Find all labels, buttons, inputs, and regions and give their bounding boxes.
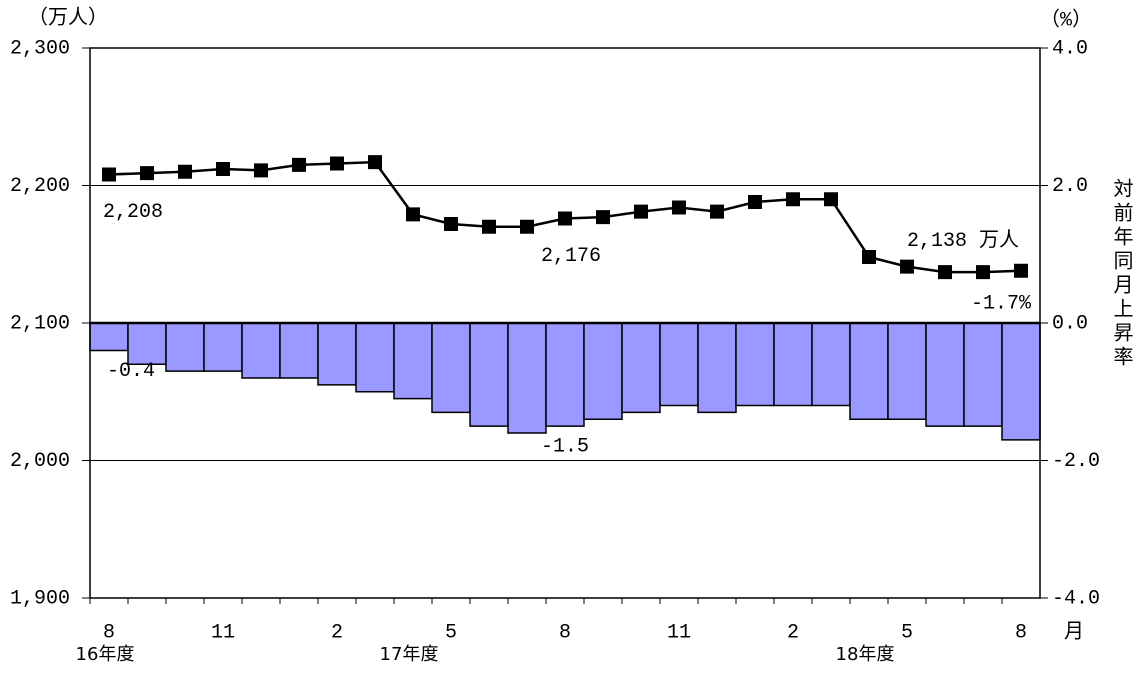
x-tick-label: 11 <box>211 621 235 644</box>
bar-value-label: -1.5 <box>541 435 589 458</box>
x-tick-label: 8 <box>559 621 571 644</box>
line-marker <box>140 166 154 181</box>
x-tick-label: 2 <box>331 621 343 644</box>
line-marker <box>596 210 610 225</box>
y2-tick-label: -4.0 <box>1052 587 1100 610</box>
bar <box>583 322 623 420</box>
bar <box>697 322 737 414</box>
line-marker <box>938 265 952 280</box>
fiscal-year-label: 17年度 <box>380 644 439 665</box>
bar <box>165 322 205 372</box>
y-tick-label: 1,900 <box>10 587 70 610</box>
line-marker <box>862 250 876 264</box>
line-marker <box>520 219 534 234</box>
line-marker <box>330 156 344 171</box>
fiscal-year-label: 16年度 <box>76 644 135 665</box>
x-tick-label: 2 <box>787 621 799 644</box>
bar <box>659 322 699 407</box>
bar <box>1001 322 1041 441</box>
bar <box>241 322 281 379</box>
line-marker <box>558 211 572 226</box>
bar <box>203 322 243 372</box>
line-marker <box>824 192 838 207</box>
bar <box>735 322 775 407</box>
line-marker <box>254 163 268 178</box>
line-marker <box>900 259 914 274</box>
x-tick-label: 8 <box>103 621 115 644</box>
y-tick-label: 2,100 <box>10 312 70 335</box>
x-tick-label: 5 <box>901 621 913 644</box>
bar <box>545 322 585 427</box>
bar <box>355 322 395 393</box>
fiscal-year-label: 18年度 <box>836 644 895 665</box>
plot-frame <box>89 47 1041 599</box>
y2-tick-label: 0.0 <box>1052 312 1088 335</box>
y2-tick-label: -2.0 <box>1052 450 1100 473</box>
line-marker <box>368 155 382 170</box>
bar-value-label: -0.4 <box>107 360 155 383</box>
line-marker <box>1014 263 1028 278</box>
y-unit-label: （万人） <box>28 5 108 29</box>
line-marker <box>672 200 686 215</box>
line-marker <box>786 192 800 207</box>
x-tick-label: 8 <box>1015 621 1027 644</box>
bar <box>963 322 1003 427</box>
y-tick-label: 2,000 <box>10 450 70 473</box>
line-marker <box>292 157 306 172</box>
bar-value-label: -1.7% <box>971 292 1032 315</box>
bar <box>127 322 167 365</box>
y2-tick-label: 4.0 <box>1052 37 1088 60</box>
bar <box>279 322 319 379</box>
bar <box>811 322 851 407</box>
bar <box>925 322 965 427</box>
bar <box>849 322 889 420</box>
bar <box>621 322 661 414</box>
line-marker <box>178 164 192 179</box>
line-marker <box>748 195 762 209</box>
line-marker <box>406 207 420 222</box>
y-tick-label: 2,300 <box>10 37 70 60</box>
y2-tick-label: 2.0 <box>1052 175 1088 198</box>
bar <box>89 322 129 352</box>
line-marker <box>710 204 724 219</box>
line-marker <box>482 219 496 234</box>
line-marker <box>216 162 230 176</box>
bar <box>393 322 433 400</box>
line-value-label: 2,208 <box>103 201 163 224</box>
bar <box>431 322 471 414</box>
x-tick-label: 5 <box>445 621 457 644</box>
line-marker <box>102 167 116 182</box>
y2-axis-title: 対前年同月上昇率 <box>1110 178 1134 370</box>
bar <box>317 322 357 386</box>
y-tick-label: 2,200 <box>10 175 70 198</box>
y2-unit-label: （%） <box>1040 7 1092 32</box>
line-marker <box>444 217 458 231</box>
bar <box>469 322 509 427</box>
line-value-label: 2,176 <box>541 245 601 268</box>
bar <box>887 322 927 420</box>
line-marker <box>976 265 990 280</box>
bar <box>773 322 813 407</box>
line-value-label: 2,138 万人 <box>907 228 1019 253</box>
x-tick-label: 11 <box>667 621 691 644</box>
x-unit-label: 月 <box>1064 619 1084 643</box>
line-marker <box>634 204 648 219</box>
bar <box>507 322 547 434</box>
